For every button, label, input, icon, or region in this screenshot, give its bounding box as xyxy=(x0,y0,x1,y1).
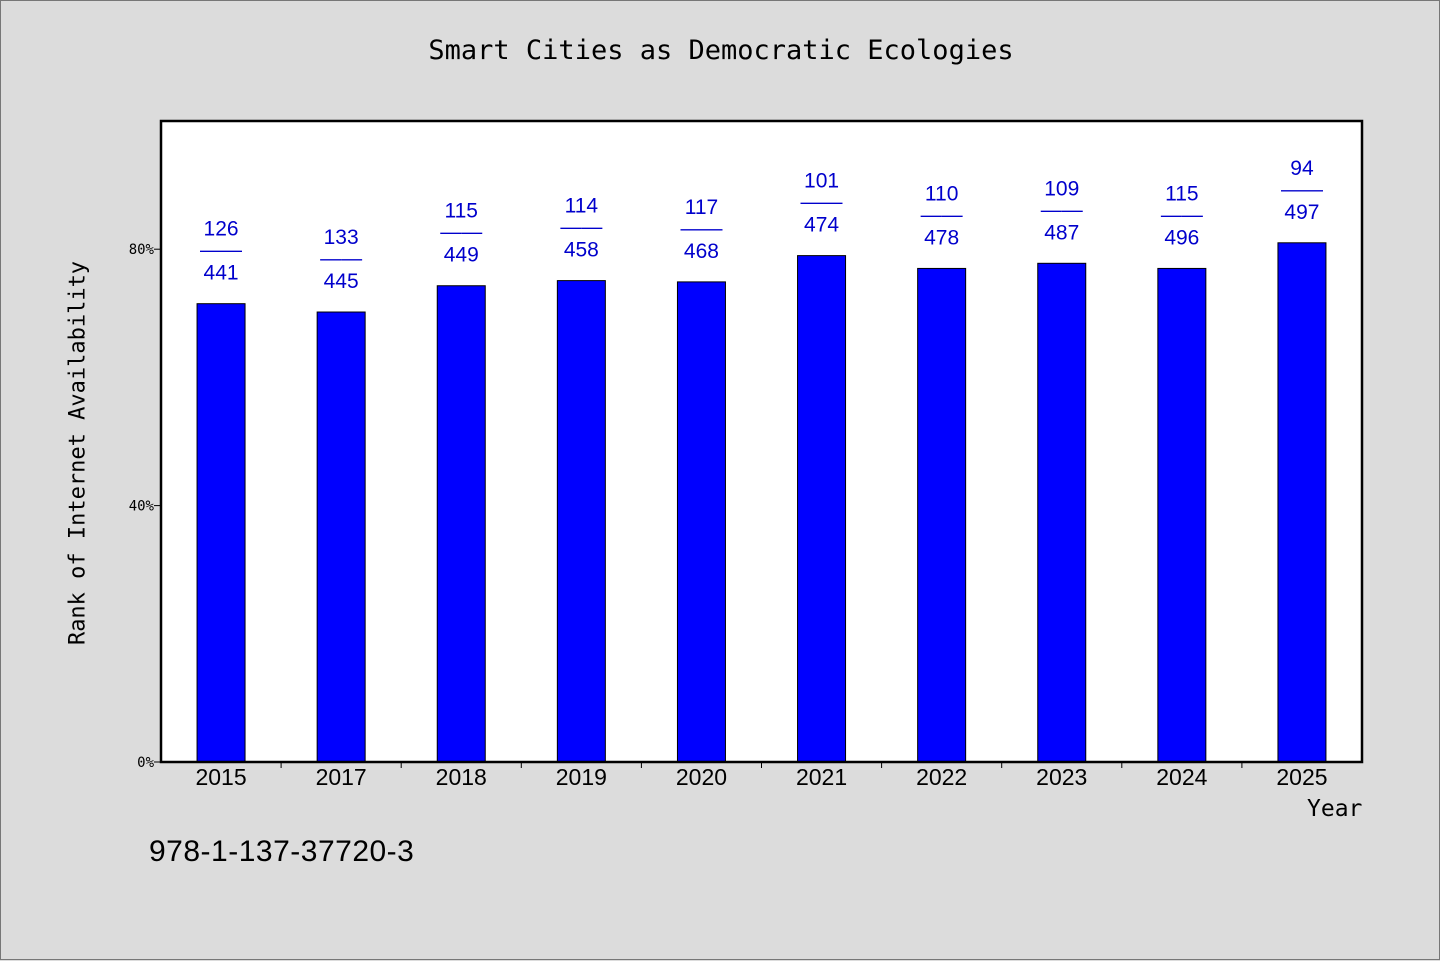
bar xyxy=(196,303,246,763)
data-label-top: 117 xyxy=(685,196,718,219)
data-label-bottom: 445 xyxy=(324,270,359,293)
data-label-separator: —— xyxy=(440,221,482,244)
data-label-bottom: 496 xyxy=(1164,226,1199,249)
y-tick-label: 80% xyxy=(129,242,155,258)
data-label-bottom: 478 xyxy=(924,226,959,249)
x-tick-label: 2024 xyxy=(1156,764,1207,790)
x-tick-label: 2019 xyxy=(556,764,607,790)
x-tick-label: 2018 xyxy=(436,764,487,790)
data-label-separator: —— xyxy=(1161,203,1203,226)
data-label-bottom: 487 xyxy=(1044,221,1079,244)
y-tick-label: 40% xyxy=(129,499,155,515)
data-label-top: 101 xyxy=(804,170,839,193)
data-label-top: 115 xyxy=(1165,182,1198,205)
bar xyxy=(1157,267,1207,763)
x-axis-title: Year xyxy=(1307,796,1363,822)
data-label-separator: —— xyxy=(801,191,843,214)
bar xyxy=(436,285,486,763)
isbn-text: 978-1-137-37720-3 xyxy=(149,835,415,868)
data-label-separator: —— xyxy=(921,203,963,226)
bar xyxy=(556,280,606,763)
bar xyxy=(1037,262,1087,763)
data-label-bottom: 449 xyxy=(444,244,479,267)
data-label-top: 110 xyxy=(925,182,958,205)
bar xyxy=(676,281,726,763)
data-label-top: 126 xyxy=(204,218,239,241)
x-tick-label: 2023 xyxy=(1036,764,1087,790)
bar xyxy=(797,255,847,763)
chart-title: Smart Cities as Democratic Ecologies xyxy=(428,35,1014,66)
data-label-separator: —— xyxy=(1281,178,1323,201)
data-label-separator: —— xyxy=(320,247,362,270)
data-label-separator: —— xyxy=(200,239,242,262)
x-tick-label: 2015 xyxy=(195,764,246,790)
data-label-separator: —— xyxy=(1041,198,1083,221)
data-label-bottom: 458 xyxy=(564,239,599,262)
x-tick-label: 2020 xyxy=(676,764,727,790)
x-tick-label: 2021 xyxy=(796,764,847,790)
bar xyxy=(316,311,366,763)
data-label-bottom: 441 xyxy=(204,262,239,285)
data-label-top: 109 xyxy=(1044,177,1079,200)
data-label-separator: —— xyxy=(560,216,602,239)
data-label-top: 115 xyxy=(445,200,478,223)
x-tick-label: 2025 xyxy=(1276,764,1327,790)
data-label-top: 94 xyxy=(1290,157,1314,180)
data-label-bottom: 474 xyxy=(804,214,839,237)
data-label-top: 114 xyxy=(565,195,599,218)
data-label-separator: —— xyxy=(680,217,722,240)
x-tick-label: 2022 xyxy=(916,764,967,790)
data-label-bottom: 468 xyxy=(684,240,719,263)
x-tick-label: 2017 xyxy=(316,764,367,790)
bar xyxy=(917,267,967,763)
y-tick-label: 0% xyxy=(137,755,154,771)
data-label-bottom: 497 xyxy=(1284,201,1319,224)
bar xyxy=(1277,242,1327,763)
plot-border xyxy=(159,119,1364,764)
data-label-top: 133 xyxy=(324,226,359,249)
